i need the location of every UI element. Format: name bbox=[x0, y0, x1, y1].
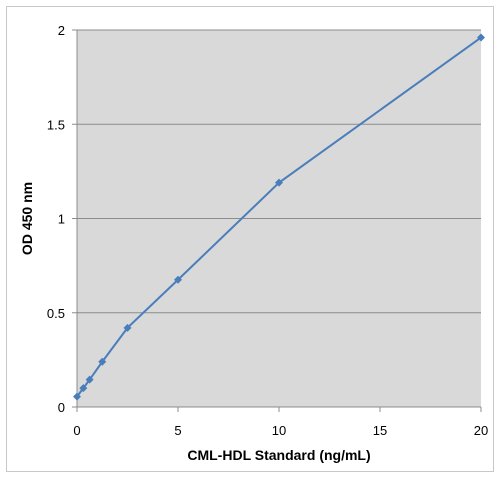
tick-labels: 0 5 10 15 20 0 0.5 1 1.5 2 bbox=[47, 23, 488, 438]
data-point-1 bbox=[79, 384, 88, 393]
gridlines bbox=[77, 29, 481, 314]
data-point-6 bbox=[275, 178, 283, 187]
x-tick-label-2: 10 bbox=[272, 423, 286, 438]
axes bbox=[72, 29, 482, 412]
data-point-0 bbox=[73, 392, 81, 401]
x-tick-label-1: 5 bbox=[174, 423, 181, 438]
x-axis-title: CML-HDL Standard (ng/mL) bbox=[187, 447, 370, 463]
y-tick-label-3: 1.5 bbox=[47, 117, 65, 132]
x-tick-label-0: 0 bbox=[73, 423, 80, 438]
data-point-3 bbox=[98, 357, 107, 366]
y-tick-label-4: 2 bbox=[58, 23, 65, 38]
data-point-5 bbox=[174, 275, 182, 284]
y-tick-label-1: 0.5 bbox=[47, 306, 65, 321]
x-tick-label-3: 15 bbox=[373, 423, 387, 438]
y-axis-title: OD 450 nm bbox=[19, 182, 35, 255]
data-point-7 bbox=[477, 33, 485, 42]
data-point-2 bbox=[85, 375, 94, 384]
x-tick-label-4: 20 bbox=[474, 423, 488, 438]
series-group bbox=[73, 33, 485, 401]
y-tick-label-2: 1 bbox=[58, 212, 65, 227]
y-tick-label-0: 0 bbox=[58, 400, 65, 415]
data-point-4 bbox=[123, 323, 132, 332]
